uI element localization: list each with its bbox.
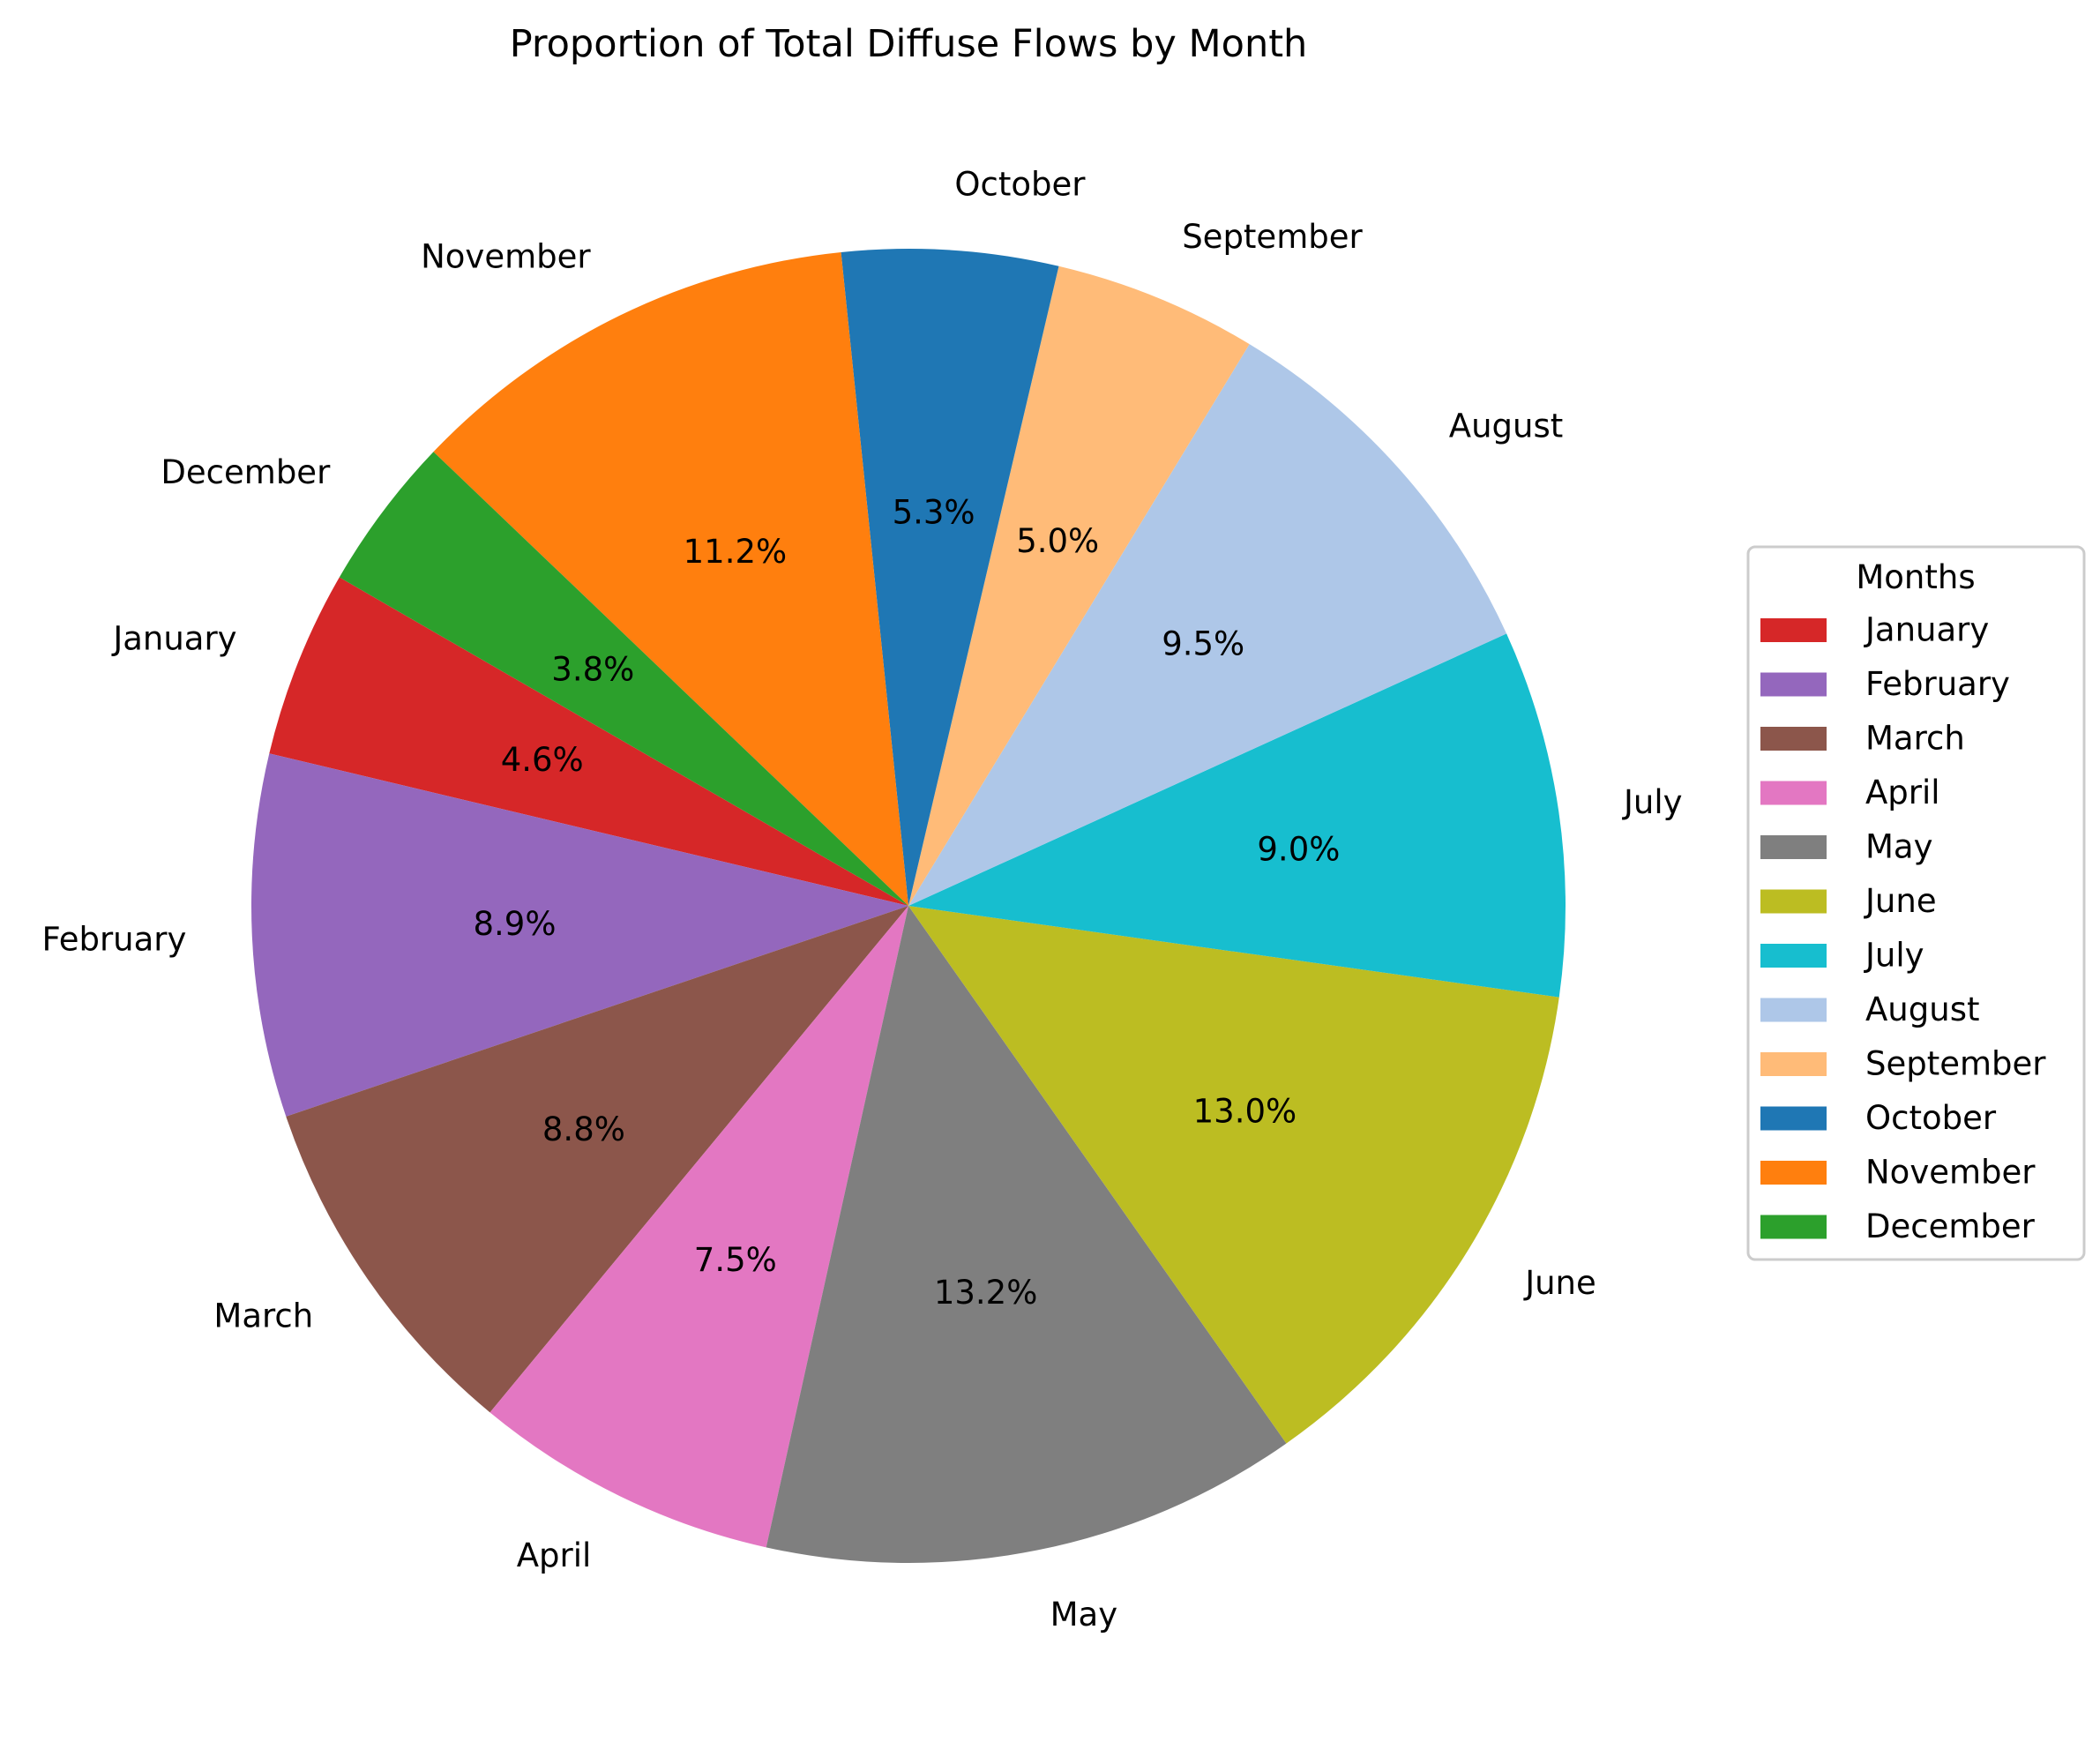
legend: Months JanuaryFebruaryMarchAprilMayJuneJ… xyxy=(1746,545,2086,1261)
legend-swatch-april xyxy=(1760,781,1827,805)
percent-label-march: 8.8% xyxy=(542,1110,625,1148)
slice-september xyxy=(908,265,1250,906)
slice-april xyxy=(490,906,908,1548)
slice-august xyxy=(908,344,1507,906)
legend-items: January February March April May June July Augu… xyxy=(1760,611,2046,1245)
percent-label-april: 7.5% xyxy=(694,1241,777,1279)
pie-slices xyxy=(250,249,1566,1564)
legend-label-may: May xyxy=(1865,828,1933,866)
legend-swatch-october xyxy=(1760,1106,1827,1131)
percent-label-october: 5.3% xyxy=(893,493,975,531)
legend-swatch-september xyxy=(1760,1052,1827,1076)
percent-label-july: 9.0% xyxy=(1257,831,1340,869)
legend-label-september: September xyxy=(1865,1045,2046,1083)
slice-label-august: August xyxy=(1449,407,1563,445)
slice-label-october: October xyxy=(954,166,1086,204)
legend-swatch-february xyxy=(1760,672,1827,697)
slice-march xyxy=(286,906,908,1413)
percent-label-september: 5.0% xyxy=(1016,522,1099,560)
legend-label-october: October xyxy=(1865,1099,1997,1137)
slice-december xyxy=(339,452,908,906)
slice-october xyxy=(841,249,1059,906)
percent-labels: 4.6% 8.9% 8.8% 7.5% 13.2% 13.0% 9.0% 9.5% 5.0% 5.… xyxy=(474,493,1341,1311)
slice-label-january: January xyxy=(111,619,236,657)
legend-swatch-august xyxy=(1760,998,1827,1022)
slice-label-may: May xyxy=(1050,1596,1118,1634)
legend-frame xyxy=(1746,545,2086,1261)
legend-swatch-july xyxy=(1760,944,1827,968)
slice-july xyxy=(908,633,1566,998)
legend-swatch-january xyxy=(1760,618,1827,642)
legend-swatch-march xyxy=(1760,727,1827,751)
legend-label-april: April xyxy=(1865,774,1940,811)
slice-label-march: March xyxy=(213,1297,313,1335)
legend-title: Months xyxy=(1856,558,1975,596)
legend-label-july: July xyxy=(1864,937,1924,975)
percent-label-february: 8.9% xyxy=(474,905,557,943)
slice-label-april: April xyxy=(517,1536,592,1574)
legend-swatch-june xyxy=(1760,889,1827,914)
legend-label-november: November xyxy=(1865,1154,2036,1192)
slice-november xyxy=(433,251,909,906)
slice-january xyxy=(269,577,908,906)
percent-label-january: 4.6% xyxy=(501,741,584,779)
chart-title: Proportion of Total Diffuse Flows by Mon… xyxy=(510,22,1308,66)
percent-label-november: 11.2% xyxy=(684,533,788,571)
legend-label-august: August xyxy=(1865,991,1979,1028)
legend-label-june: June xyxy=(1864,882,1937,920)
legend-label-february: February xyxy=(1865,665,2010,703)
legend-label-december: December xyxy=(1865,1207,2036,1245)
slice-label-february: February xyxy=(41,920,186,958)
slice-may xyxy=(766,906,1287,1564)
slice-label-june: June xyxy=(1523,1264,1596,1302)
legend-swatch-december xyxy=(1760,1215,1827,1239)
slice-labels: January February March April May June July Augu… xyxy=(41,166,1682,1634)
slice-label-december: December xyxy=(161,453,331,491)
slice-label-july: July xyxy=(1622,783,1683,821)
percent-label-december: 3.8% xyxy=(551,650,634,688)
legend-swatch-november xyxy=(1760,1161,1827,1185)
legend-label-march: March xyxy=(1865,720,1965,758)
slice-june xyxy=(908,906,1559,1444)
percent-label-august: 9.5% xyxy=(1162,625,1244,663)
percent-label-may: 13.2% xyxy=(934,1274,1038,1312)
slice-label-september: September xyxy=(1182,218,1363,256)
legend-label-january: January xyxy=(1864,611,1989,649)
percent-label-june: 13.0% xyxy=(1193,1093,1297,1131)
slice-label-november: November xyxy=(421,238,591,276)
legend-swatch-may xyxy=(1760,835,1827,859)
slice-february xyxy=(250,753,908,1117)
